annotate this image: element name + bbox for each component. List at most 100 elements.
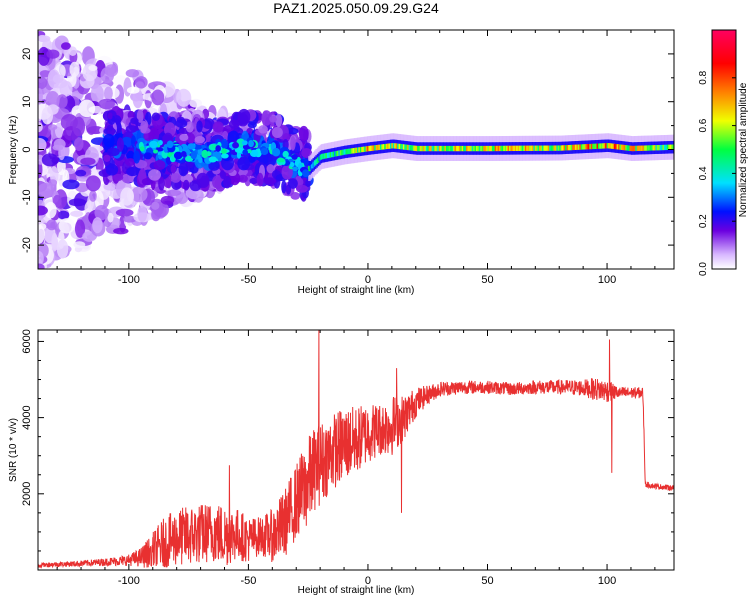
amplitude-blob <box>290 136 296 151</box>
amplitude-blob <box>113 227 129 235</box>
y-tick-label: -10 <box>21 189 33 205</box>
amplitude-blob <box>38 224 45 244</box>
ridge-core <box>600 143 604 149</box>
amplitude-blob <box>158 176 165 191</box>
amplitude-blob <box>38 160 43 179</box>
ridge-core <box>517 145 521 151</box>
amplitude-blob <box>56 239 69 259</box>
ridge-core <box>612 143 615 149</box>
amplitude-blob <box>287 178 298 189</box>
ridge-core <box>379 144 383 150</box>
snr-panel: -100 -50 0 50 100 2000 4000 6000 Height of str… <box>8 329 675 596</box>
y-tick-label: 0 <box>21 146 33 152</box>
ridge-core <box>399 144 403 150</box>
ridge-blob <box>149 140 158 149</box>
ridge-core <box>471 145 475 152</box>
amplitude-blob <box>48 179 58 186</box>
amplitude-blob <box>107 212 114 223</box>
ridge-core <box>530 145 534 151</box>
amplitude-blob <box>281 180 287 194</box>
amplitude-blob <box>38 76 48 90</box>
ridge-core <box>547 145 551 151</box>
amplitude-blob <box>162 134 173 143</box>
ridge-core <box>421 145 425 152</box>
amplitude-blob <box>298 125 309 142</box>
ridge-core <box>323 153 327 159</box>
ridge-core <box>610 143 614 149</box>
ridge-core <box>619 144 622 150</box>
amplitude-blob <box>204 134 211 143</box>
ridge-core <box>435 145 439 152</box>
ridge-core <box>513 145 516 152</box>
ridge-core <box>476 145 479 152</box>
ridge-core <box>414 145 417 152</box>
amplitude-blob <box>42 227 55 242</box>
amplitude-blob <box>46 49 60 59</box>
amplitude-blob <box>47 104 59 115</box>
amplitude-blob <box>133 150 141 164</box>
amplitude-blob <box>136 109 144 123</box>
ridge-core <box>374 145 377 151</box>
x-tick-label: -50 <box>240 575 256 587</box>
amplitude-blob <box>126 167 139 177</box>
ridge-blob <box>185 148 191 156</box>
ridge-blob <box>291 153 298 160</box>
ridge-core <box>356 147 360 153</box>
ridge-core <box>484 145 488 152</box>
amplitude-blob <box>175 119 188 128</box>
amplitude-blob <box>208 160 220 171</box>
ridge-core <box>428 145 432 152</box>
amplitude-blob <box>185 121 195 133</box>
amplitude-blob <box>120 187 135 206</box>
amplitude-blob <box>180 174 194 183</box>
ridge-core <box>652 145 655 151</box>
ridge-core <box>585 144 588 150</box>
amplitude-blob <box>38 88 43 105</box>
ridge-core <box>608 143 611 149</box>
amplitude-blob <box>151 112 161 122</box>
ridge-core <box>405 144 409 150</box>
amplitude-blob <box>127 110 135 120</box>
amplitude-blob <box>68 46 77 57</box>
amplitude-blob <box>295 184 309 193</box>
ridge-core <box>629 145 633 152</box>
ridge-core <box>355 147 359 153</box>
ridge-core <box>606 143 610 149</box>
ridge-core <box>655 145 658 151</box>
ridge-core <box>444 145 447 152</box>
ridge-core <box>519 145 522 151</box>
ridge-core <box>592 143 595 150</box>
amplitude-blob <box>296 178 304 187</box>
ridge-blob <box>187 143 196 150</box>
ridge-core <box>632 145 635 152</box>
ridge-core <box>496 145 499 152</box>
amplitude-blob <box>69 61 80 77</box>
amplitude-blob <box>196 120 203 133</box>
ridge-core <box>438 145 442 152</box>
ridge-blob <box>234 147 244 154</box>
ridge-core <box>570 144 574 151</box>
snr-x-axis-label: Height of straight line (km) <box>298 585 415 596</box>
ridge-core <box>335 150 338 157</box>
ridge-core <box>648 145 651 151</box>
ridge-core <box>322 153 326 159</box>
ridge-core <box>666 144 670 150</box>
ridge-core <box>454 145 458 152</box>
ridge-core <box>384 143 387 150</box>
ridge-core <box>569 144 572 151</box>
snr-y-ticks: 2000 4000 6000 <box>21 329 674 571</box>
amplitude-blob <box>223 175 232 189</box>
ridge-core <box>529 145 532 151</box>
amplitude-blob <box>74 219 86 238</box>
ridge-core <box>544 145 548 151</box>
ridge-core <box>560 145 564 151</box>
amplitude-blob <box>249 177 259 185</box>
amplitude-blob <box>126 150 135 161</box>
amplitude-blob <box>148 127 160 143</box>
ridge-core <box>348 148 351 154</box>
ridge-core <box>672 144 674 150</box>
amplitude-blob <box>182 179 190 191</box>
ridge-core <box>539 145 542 151</box>
snr-series <box>38 330 674 569</box>
amplitude-blob <box>44 201 57 219</box>
